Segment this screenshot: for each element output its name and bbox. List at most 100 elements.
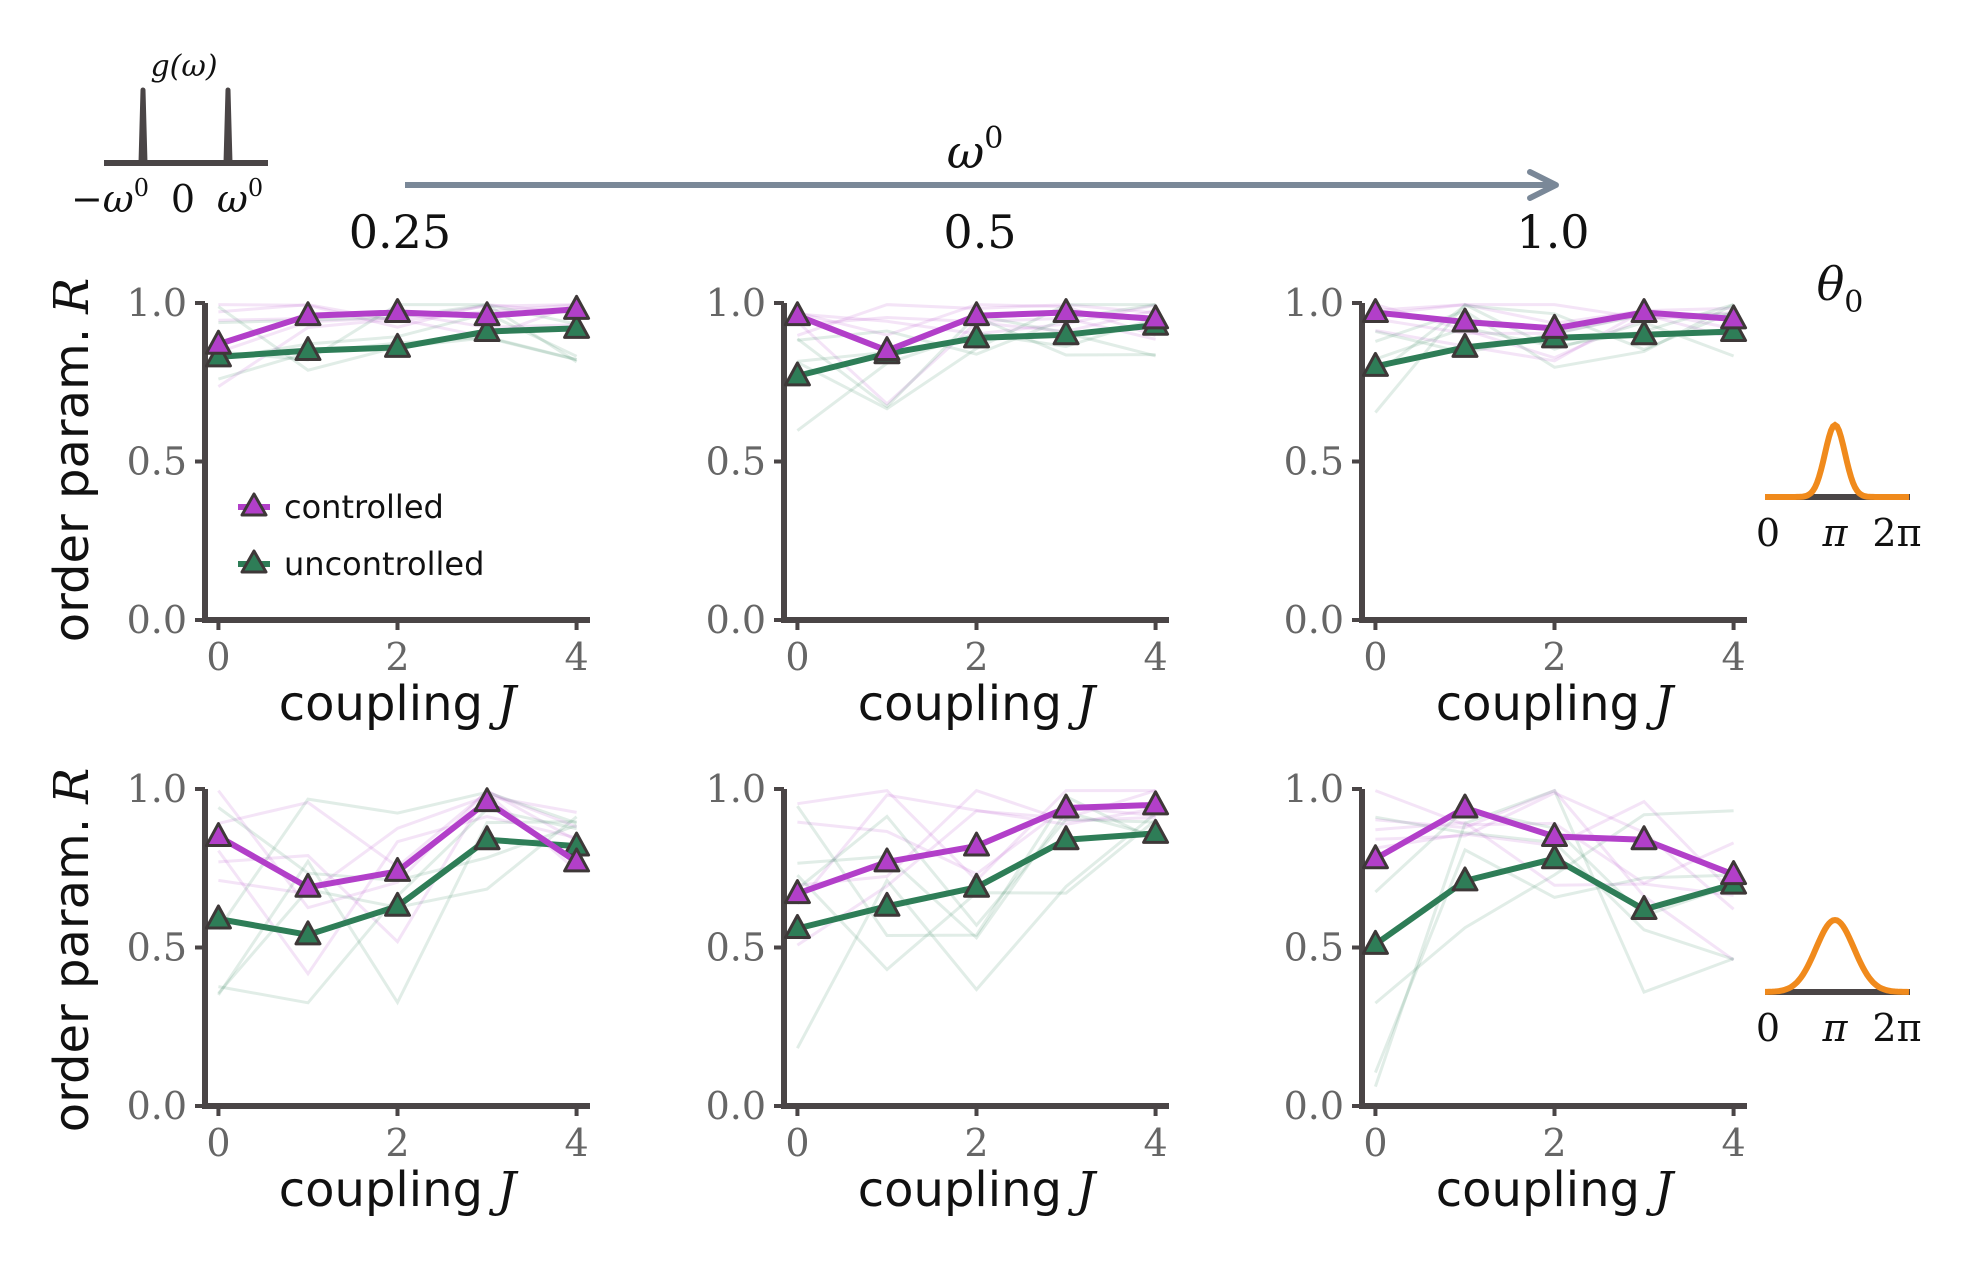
x-tick-label: 4 bbox=[564, 635, 588, 679]
data-point-uncontrolled bbox=[1630, 894, 1658, 920]
y-tick-label: 0.0 bbox=[706, 598, 766, 642]
data-point-controlled bbox=[1541, 313, 1568, 339]
g-inset-left-peak bbox=[136, 87, 150, 166]
data-point-uncontrolled bbox=[473, 317, 501, 343]
x-tick-label: 4 bbox=[1143, 1121, 1167, 1165]
y-tick-label: 0.0 bbox=[706, 1084, 766, 1128]
data-point-uncontrolled bbox=[1052, 825, 1080, 851]
data-point-controlled bbox=[783, 301, 811, 327]
theta-inset-narrow-tick-0: 0 bbox=[1756, 511, 1780, 555]
data-point-uncontrolled bbox=[1361, 351, 1389, 377]
theta-inset-narrow-tick-pi: π bbox=[1822, 511, 1849, 555]
panel-faint-traces bbox=[796, 788, 1157, 1049]
data-point-controlled bbox=[1052, 793, 1080, 819]
y-tick-label: 0.0 bbox=[1284, 598, 1344, 642]
x-axis-label: coupling J bbox=[1436, 676, 1676, 732]
x-axis-label-symbol: J bbox=[488, 1162, 519, 1218]
g-inset-tick-zero: 0 bbox=[171, 177, 195, 221]
data-point-uncontrolled bbox=[783, 361, 811, 387]
data-point-controlled bbox=[1361, 844, 1389, 870]
theta-inset-wide-curve bbox=[1765, 916, 1910, 995]
data-point-uncontrolled bbox=[384, 891, 411, 917]
omega-label: ω0 bbox=[947, 121, 1004, 179]
data-point-uncontrolled bbox=[294, 920, 322, 946]
x-axis-label-symbol: J bbox=[488, 676, 519, 732]
faint-trace-controlled bbox=[797, 788, 1156, 887]
panel-r1-c2: 0.0 0.5 1.0 0 2 4 coupling J bbox=[1284, 767, 1748, 1218]
data-point-uncontrolled bbox=[1541, 844, 1568, 870]
x-axis-label: coupling J bbox=[279, 1162, 519, 1218]
data-point-controlled bbox=[563, 294, 591, 320]
data-point-uncontrolled bbox=[204, 342, 232, 368]
x-axis-label-text: coupling bbox=[1436, 1162, 1640, 1218]
data-point-controlled bbox=[384, 856, 411, 882]
x-tick-label: 4 bbox=[1721, 1121, 1745, 1165]
column-value-2: 1.0 bbox=[1516, 205, 1589, 259]
series-controlled bbox=[204, 294, 591, 355]
data-point-controlled bbox=[1541, 822, 1568, 848]
x-tick-label: 2 bbox=[385, 1121, 409, 1165]
x-axis-label: coupling J bbox=[279, 676, 519, 732]
g-inset-tick-neg-base: −ω bbox=[71, 177, 134, 221]
series-controlled bbox=[1361, 793, 1748, 886]
x-axis-label-symbol: J bbox=[1645, 1162, 1676, 1218]
y-axis-label-row-1-text: order param. bbox=[44, 818, 100, 1132]
x-tick-label: 4 bbox=[1143, 635, 1167, 679]
y-axis-label-row-1-symbol: R bbox=[44, 768, 100, 805]
x-axis-label-symbol: J bbox=[1067, 676, 1098, 732]
data-point-controlled bbox=[783, 879, 811, 905]
y-axis-label-row-1: order param. R bbox=[44, 768, 100, 1132]
y-tick-label: 0.5 bbox=[1284, 926, 1344, 970]
faint-trace-uncontrolled bbox=[797, 810, 1156, 941]
theta-inset-wide-tick-pi: π bbox=[1822, 1006, 1849, 1050]
faint-trace-uncontrolled bbox=[796, 303, 1156, 411]
x-axis-label-text: coupling bbox=[279, 676, 483, 732]
theta-label-sub: 0 bbox=[1844, 285, 1863, 320]
x-axis-label: coupling J bbox=[858, 676, 1098, 732]
faint-trace-controlled bbox=[796, 793, 1156, 905]
series-uncontrolled bbox=[783, 818, 1170, 939]
x-tick-label: 0 bbox=[1363, 1121, 1387, 1165]
data-point-controlled bbox=[1720, 860, 1748, 886]
omega-arrow-head bbox=[1527, 169, 1559, 201]
y-tick-label: 1.0 bbox=[1284, 281, 1344, 325]
data-point-controlled bbox=[873, 336, 901, 362]
series-uncontrolled bbox=[1361, 317, 1748, 377]
faint-trace-uncontrolled bbox=[796, 812, 1157, 1049]
g-inset-tick-neg: −ω0 bbox=[71, 174, 149, 221]
panel-r1-c1: 0.0 0.5 1.0 0 2 4 coupling J bbox=[706, 767, 1170, 1218]
data-point-controlled bbox=[1052, 298, 1080, 324]
g-inset-tick-neg-sup: 0 bbox=[134, 174, 149, 202]
data-point-uncontrolled bbox=[1361, 929, 1389, 955]
faint-trace-uncontrolled bbox=[1374, 847, 1734, 1074]
data-point-uncontrolled bbox=[204, 904, 232, 930]
y-tick-label: 0.5 bbox=[706, 926, 766, 970]
legend-item-controlled: controlled bbox=[238, 488, 444, 526]
g-inset-tick-pos: ω0 bbox=[217, 174, 263, 221]
data-point-uncontrolled bbox=[473, 825, 501, 851]
data-point-controlled bbox=[1142, 790, 1170, 816]
series-controlled bbox=[204, 787, 591, 898]
series-controlled bbox=[783, 790, 1170, 905]
data-point-uncontrolled bbox=[1720, 317, 1748, 343]
data-point-controlled bbox=[563, 847, 591, 873]
data-point-controlled bbox=[1361, 298, 1389, 324]
y-tick-label: 0.0 bbox=[127, 598, 187, 642]
y-tick-label: 0.5 bbox=[127, 926, 187, 970]
y-axis-label-row-0-text: order param. bbox=[44, 328, 100, 642]
theta-inset-narrow: 0 π 2π bbox=[1756, 421, 1922, 555]
panel-r0-c0: 0.0 0.5 1.0 0 2 4 coupling J bbox=[127, 281, 591, 732]
x-tick-label: 0 bbox=[206, 635, 230, 679]
y-axis-label-row-0: order param. R bbox=[44, 278, 100, 642]
faint-trace-uncontrolled bbox=[217, 790, 578, 930]
y-tick-label: 0.0 bbox=[1284, 1084, 1344, 1128]
legend-uncontrolled-marker bbox=[240, 549, 268, 574]
series-controlled bbox=[783, 298, 1170, 362]
data-point-controlled bbox=[473, 301, 501, 327]
y-tick-label: 1.0 bbox=[127, 767, 187, 811]
panel-r1-c0: 0.0 0.5 1.0 0 2 4 coupling J bbox=[127, 767, 591, 1218]
g-inset-tick-pos-base: ω bbox=[217, 177, 248, 221]
faint-trace-controlled bbox=[218, 794, 577, 896]
